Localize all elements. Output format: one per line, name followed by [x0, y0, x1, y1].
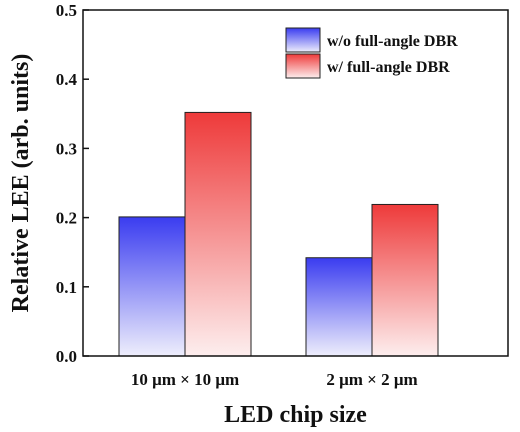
y-tick-label: 0.0 [56, 347, 77, 366]
legend-label: w/ full-angle DBR [327, 59, 450, 76]
legend-swatch [285, 53, 321, 79]
y-axis-ticks: 0.0 0.1 0.2 0.3 0.4 0.5 [56, 1, 89, 366]
y-axis-title: Relative LEE (arb. units) [8, 54, 34, 313]
y-tick-label: 0.4 [56, 70, 78, 89]
y-tick-label: 0.1 [56, 278, 77, 297]
y-tick-label: 0.5 [56, 1, 77, 20]
x-axis-ticks: 10 μm × 10 μm 2 μm × 2 μm [131, 350, 418, 389]
x-tick-label: 2 μm × 2 μm [326, 370, 417, 389]
bar-without-dbr-1 [118, 216, 186, 357]
bar-with-dbr-2 [371, 203, 439, 357]
legend-swatch [285, 27, 321, 53]
bar-with-dbr-1 [184, 111, 252, 357]
bars [118, 111, 439, 357]
y-tick-label: 0.3 [56, 139, 77, 158]
x-tick-label: 10 μm × 10 μm [131, 370, 239, 389]
legend-label: w/o full-angle DBR [327, 33, 458, 50]
x-axis-title: LED chip size [224, 402, 367, 428]
legend: w/o full-angle DBR w/ full-angle DBR [285, 27, 458, 79]
bar-without-dbr-2 [305, 257, 373, 357]
plot-frame [82, 9, 509, 357]
y-tick-label: 0.2 [56, 209, 77, 228]
